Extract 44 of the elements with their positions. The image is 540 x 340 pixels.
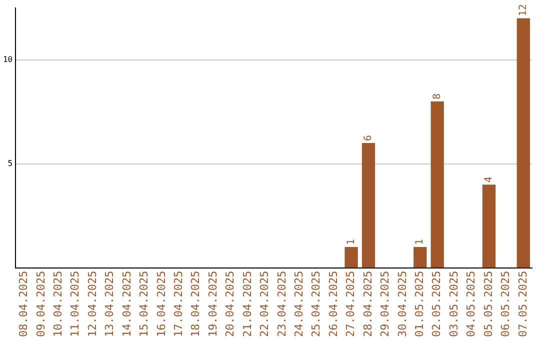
x-tick-label: 18.04.2025 [189, 270, 202, 338]
x-tick-label: 20.04.2025 [224, 270, 237, 338]
data-label: 4 [484, 176, 495, 183]
x-tick-label: 10.04.2025 [52, 270, 65, 338]
x-tick-label: 13.04.2025 [103, 270, 116, 338]
x-tick-label: 07.05.2025 [516, 270, 530, 338]
x-tick-label: 19.04.2025 [206, 270, 220, 338]
x-tick-label: 06.05.2025 [499, 270, 512, 338]
bar [430, 101, 444, 268]
x-tick-label: 05.05.2025 [482, 270, 495, 338]
y-tick-label: 5 [8, 158, 13, 168]
x-tick-label: 30.04.2025 [396, 270, 409, 338]
x-tick-label: 09.04.2025 [34, 270, 48, 338]
x-tick-label: 26.04.2025 [326, 270, 340, 338]
bar [482, 184, 496, 268]
bar [414, 246, 427, 268]
data-label: 8 [432, 93, 443, 100]
x-tick-label: 01.05.2025 [412, 270, 426, 338]
x-tick-label: 15.04.2025 [138, 270, 151, 338]
x-tick-label: 16.04.2025 [154, 270, 168, 338]
x-tick-label: 08.04.2025 [17, 270, 30, 338]
x-tick-label: 27.04.2025 [344, 270, 358, 338]
bar [362, 142, 376, 268]
x-tick-label: 24.04.2025 [292, 270, 306, 338]
x-tick-label: 28.04.2025 [361, 270, 374, 338]
bar [344, 246, 358, 268]
data-label: 12 [518, 4, 529, 16]
x-tick-label: 04.05.2025 [464, 270, 478, 338]
x-tick-label: 23.04.2025 [275, 270, 288, 338]
data-label: 6 [363, 134, 374, 141]
bar [516, 18, 530, 268]
x-tick-label: 25.04.2025 [310, 270, 323, 338]
x-tick-label: 14.04.2025 [120, 270, 134, 338]
x-tick-label: 12.04.2025 [86, 270, 99, 338]
x-tick-label: 03.05.2025 [447, 270, 460, 338]
x-tick-label: 21.04.2025 [240, 270, 254, 338]
data-label: 1 [346, 238, 357, 245]
data-label: 1 [414, 238, 426, 245]
x-tick-label: 11.04.2025 [68, 270, 82, 338]
x-tick-label: 22.04.2025 [258, 270, 272, 338]
x-tick-label: 29.04.2025 [378, 270, 392, 338]
y-tick-label: 10 [2, 54, 13, 64]
x-tick-label: 02.05.2025 [430, 270, 444, 338]
x-tick-label: 17.04.2025 [172, 270, 186, 338]
